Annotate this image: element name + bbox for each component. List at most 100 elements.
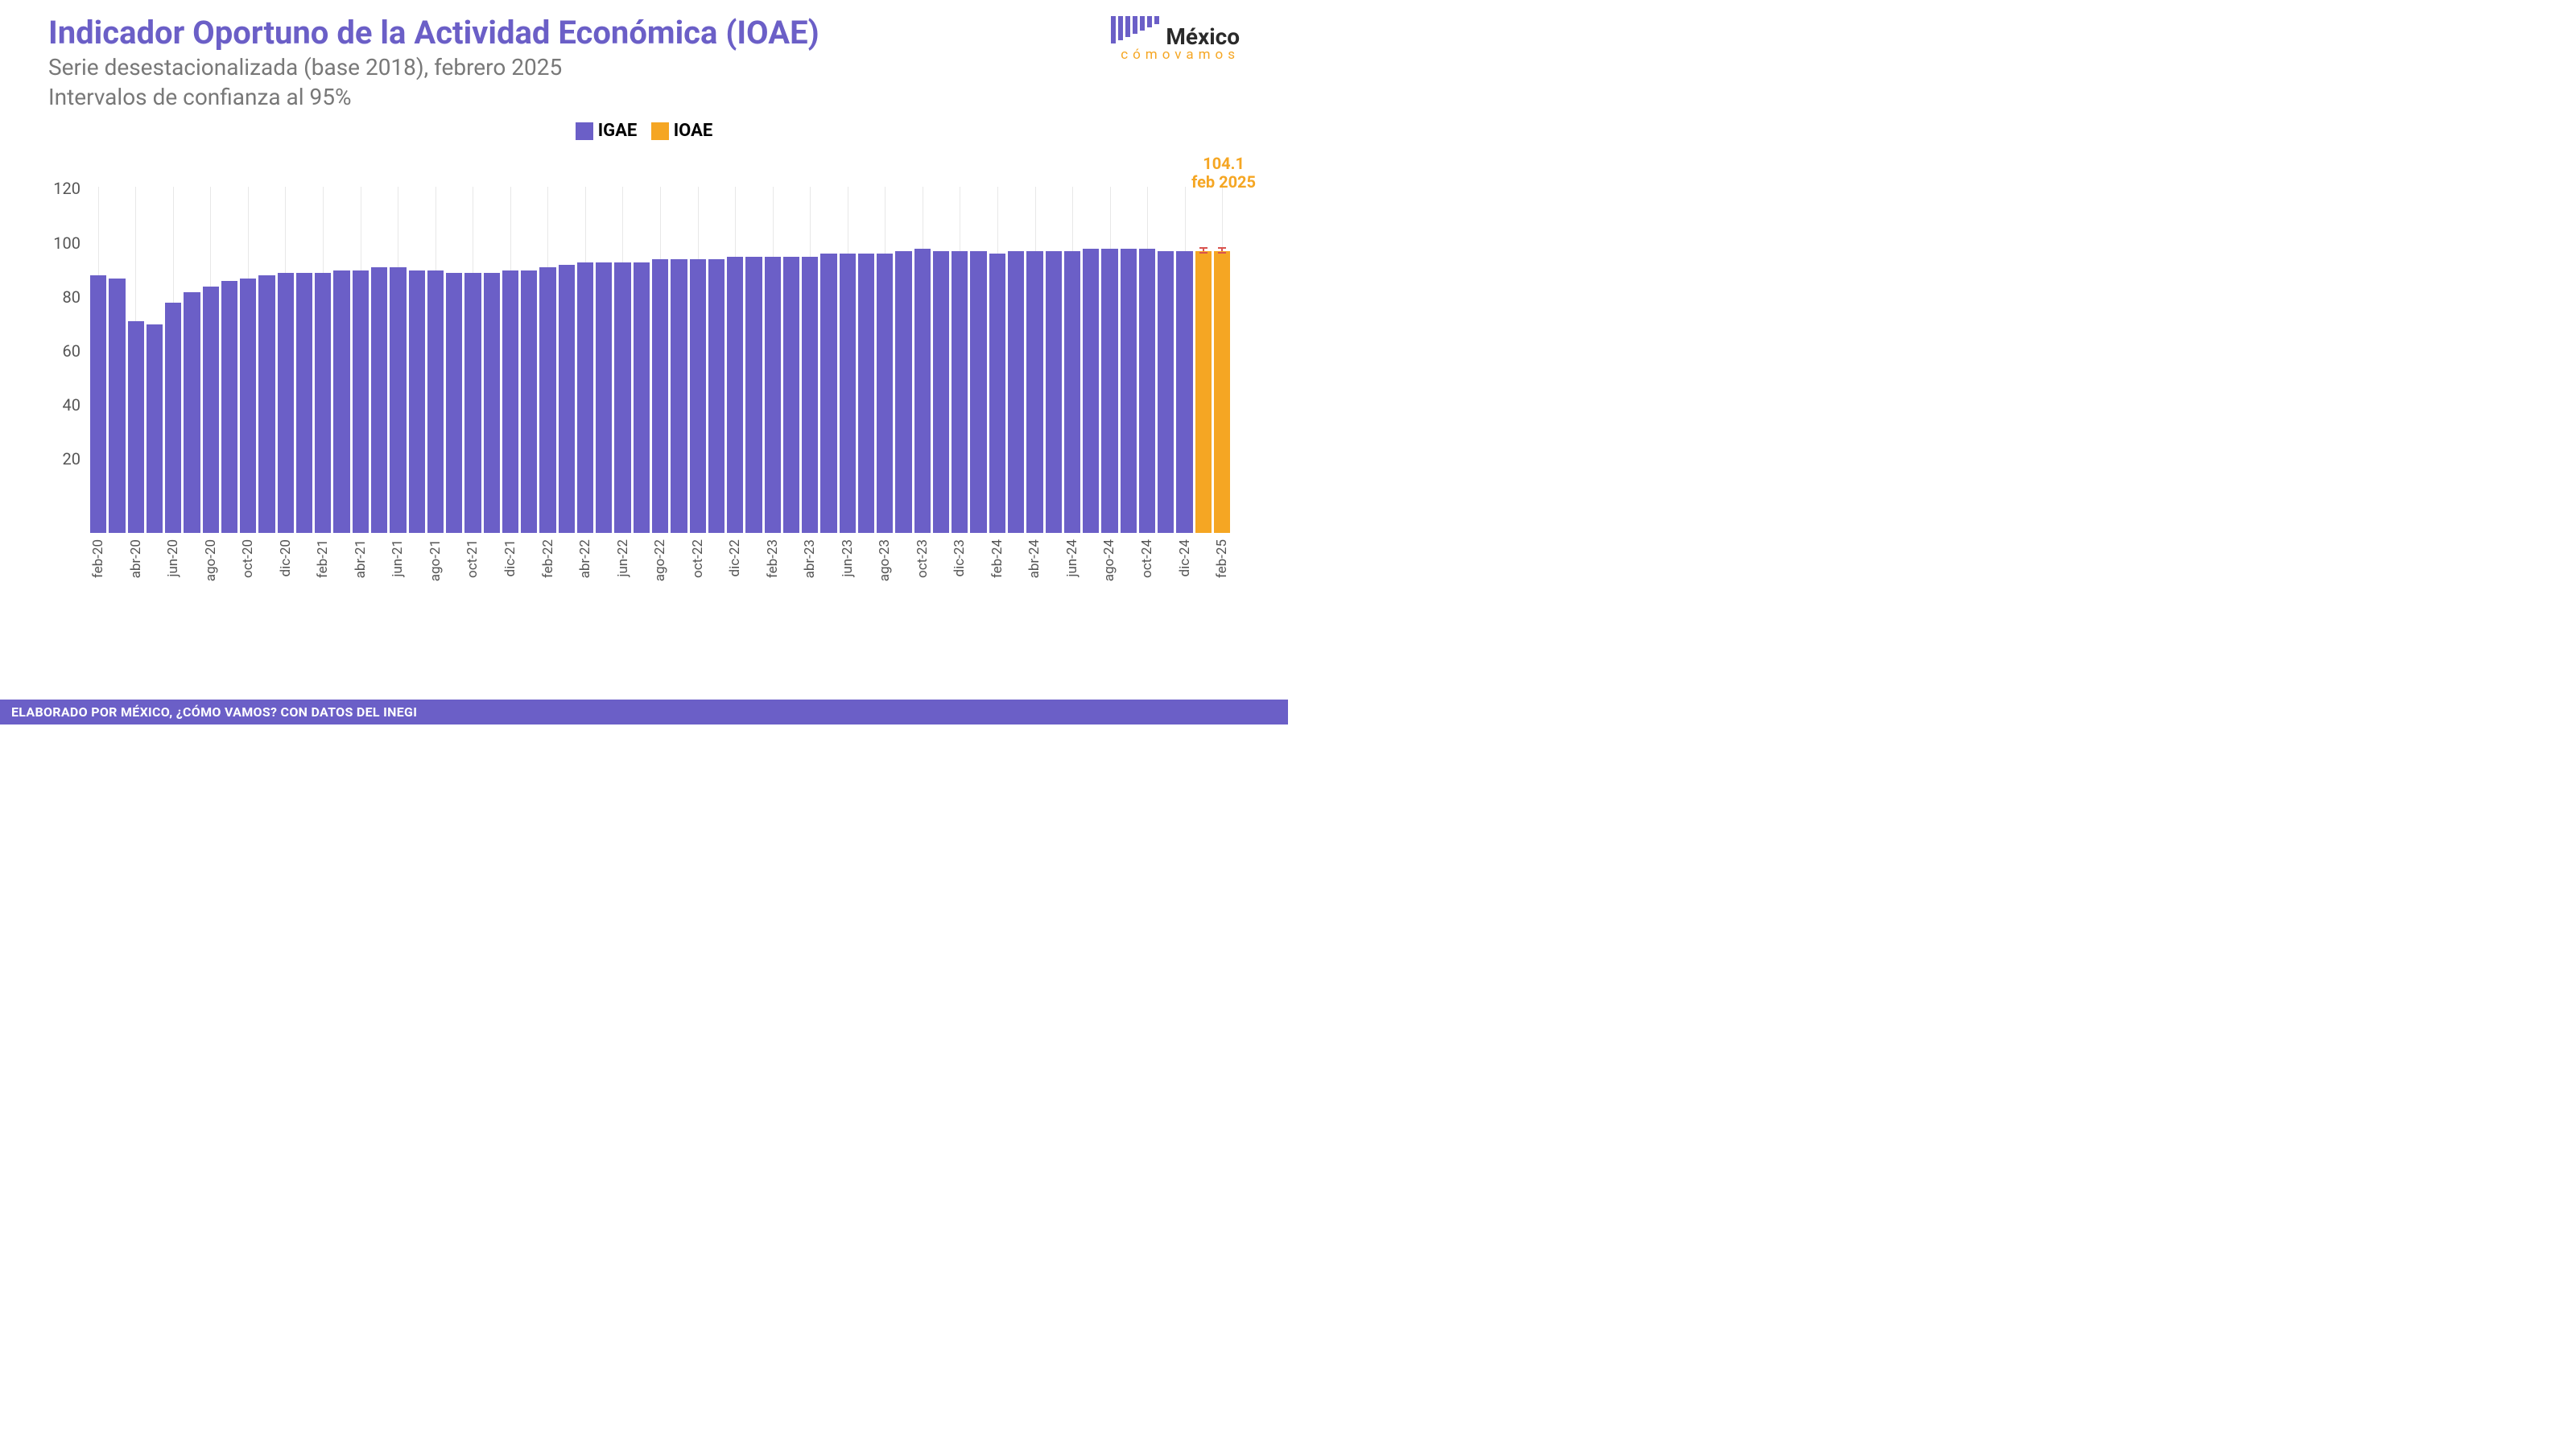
bar: abr-20 [128, 321, 144, 532]
bar: jun-20 [165, 303, 181, 533]
x-tick-label: jun-23 [840, 539, 856, 577]
bar: jun-21 [390, 267, 406, 532]
header: Indicador Oportuno de la Actividad Econó… [0, 0, 1288, 111]
bar [745, 257, 762, 533]
logo-sub-text: cómovamos [1111, 47, 1240, 63]
bar: ago-24 [1101, 249, 1117, 533]
bar [933, 251, 949, 532]
bar: oct-23 [914, 249, 931, 533]
x-tick-label: dic-20 [278, 539, 294, 576]
bar: ago-21 [427, 270, 444, 533]
bar [1121, 249, 1137, 533]
bar [258, 275, 275, 532]
bar: feb-25 [1214, 251, 1230, 533]
bar [1158, 251, 1174, 532]
bar [521, 270, 537, 533]
bar [109, 279, 125, 533]
y-tick-label: 40 [63, 395, 80, 415]
bar [783, 257, 799, 533]
x-tick-label: dic-21 [502, 539, 518, 576]
bar: feb-20 [90, 275, 106, 532]
x-tick-label: jun-24 [1064, 539, 1080, 577]
x-tick-label: ago-22 [652, 539, 668, 581]
bar: oct-22 [690, 259, 706, 532]
bar [409, 270, 425, 533]
bar: feb-24 [989, 254, 1005, 532]
chart-subtitle-1: Serie desestacionalizada (base 2018), fe… [48, 53, 1240, 81]
bar: dic-21 [502, 270, 518, 533]
bar: dic-20 [278, 273, 294, 533]
bar [671, 259, 687, 532]
x-tick-label: feb-22 [540, 539, 556, 578]
bar [1083, 249, 1099, 533]
error-cap [1199, 252, 1208, 254]
y-tick-label: 60 [63, 341, 80, 361]
callout-date: feb 2025 [1191, 173, 1256, 192]
legend: IGAE IOAE [0, 121, 1288, 145]
legend-label-ioae: IOAE [674, 121, 713, 141]
logo-bars-icon [1111, 16, 1159, 43]
last-value-callout: 104.1 feb 2025 [1191, 155, 1256, 192]
y-tick-label: 100 [53, 233, 80, 253]
y-tick-label: 20 [63, 449, 80, 469]
y-tick-label: 80 [63, 287, 80, 307]
x-tick-label: abr-24 [1026, 539, 1042, 578]
bar: oct-24 [1139, 249, 1155, 533]
bar [147, 324, 163, 533]
legend-swatch-ioae [651, 122, 669, 140]
bar [446, 273, 462, 533]
x-tick-label: ago-23 [877, 539, 893, 581]
legend-item-ioae: IOAE [651, 121, 713, 141]
brand-logo: México cómovamos [1111, 16, 1240, 63]
x-tick-label: feb-25 [1214, 539, 1230, 578]
error-cap [1199, 247, 1208, 249]
legend-swatch-igae [576, 122, 593, 140]
x-tick-label: abr-22 [577, 539, 593, 578]
x-tick-label: oct-21 [464, 539, 481, 578]
error-cap [1218, 252, 1226, 254]
bar: feb-21 [315, 273, 331, 533]
bar: dic-24 [1176, 251, 1192, 532]
x-tick-label: oct-24 [1139, 539, 1155, 578]
footer-credit: ELABORADO POR MÉXICO, ¿CÓMO VAMOS? CON D… [0, 700, 1288, 724]
bar: ago-23 [877, 254, 893, 532]
y-tick-label: 120 [53, 179, 80, 198]
bar: abr-23 [802, 257, 818, 533]
chart-title: Indicador Oportuno de la Actividad Econó… [48, 14, 1240, 52]
bar [1046, 251, 1062, 532]
x-tick-label: jun-21 [390, 539, 406, 577]
x-tick-label: jun-20 [165, 539, 181, 577]
bar [858, 254, 874, 532]
bar [371, 267, 387, 532]
x-tick-label: oct-23 [914, 539, 931, 578]
x-tick-label: oct-20 [240, 539, 256, 578]
bar: oct-21 [464, 273, 481, 533]
chart-subtitle-2: Intervalos de confianza al 95% [48, 83, 1240, 111]
bar [634, 262, 650, 533]
chart: feb-20 abr-20 jun-20 ago-20 oct-20 dic-20 feb-… [32, 155, 1256, 605]
x-tick-label: ago-21 [427, 539, 444, 581]
legend-item-igae: IGAE [576, 121, 638, 141]
bar [559, 265, 575, 533]
bar: jun-24 [1064, 251, 1080, 532]
bar: feb-22 [539, 267, 555, 532]
plot-area: feb-20abr-20jun-20ago-20oct-20dic-20feb-… [89, 187, 1232, 533]
x-tick-label: feb-21 [315, 539, 331, 578]
bar [708, 259, 724, 532]
x-tick-label: abr-21 [353, 539, 369, 578]
logo-main-text: México [1166, 26, 1240, 48]
x-tick-label: abr-20 [128, 539, 144, 578]
bar: abr-24 [1026, 251, 1042, 532]
bar: abr-22 [577, 262, 593, 533]
x-tick-label: feb-23 [765, 539, 781, 578]
bar: jun-22 [614, 262, 630, 533]
x-tick-label: oct-22 [690, 539, 706, 578]
x-tick-label: ago-20 [203, 539, 219, 581]
x-tick-label: dic-22 [727, 539, 743, 576]
bar: dic-23 [952, 251, 968, 532]
bar: abr-21 [353, 270, 369, 533]
error-cap [1218, 247, 1226, 249]
bar [333, 270, 349, 533]
x-tick-label: dic-23 [952, 539, 968, 576]
bar [221, 281, 237, 532]
